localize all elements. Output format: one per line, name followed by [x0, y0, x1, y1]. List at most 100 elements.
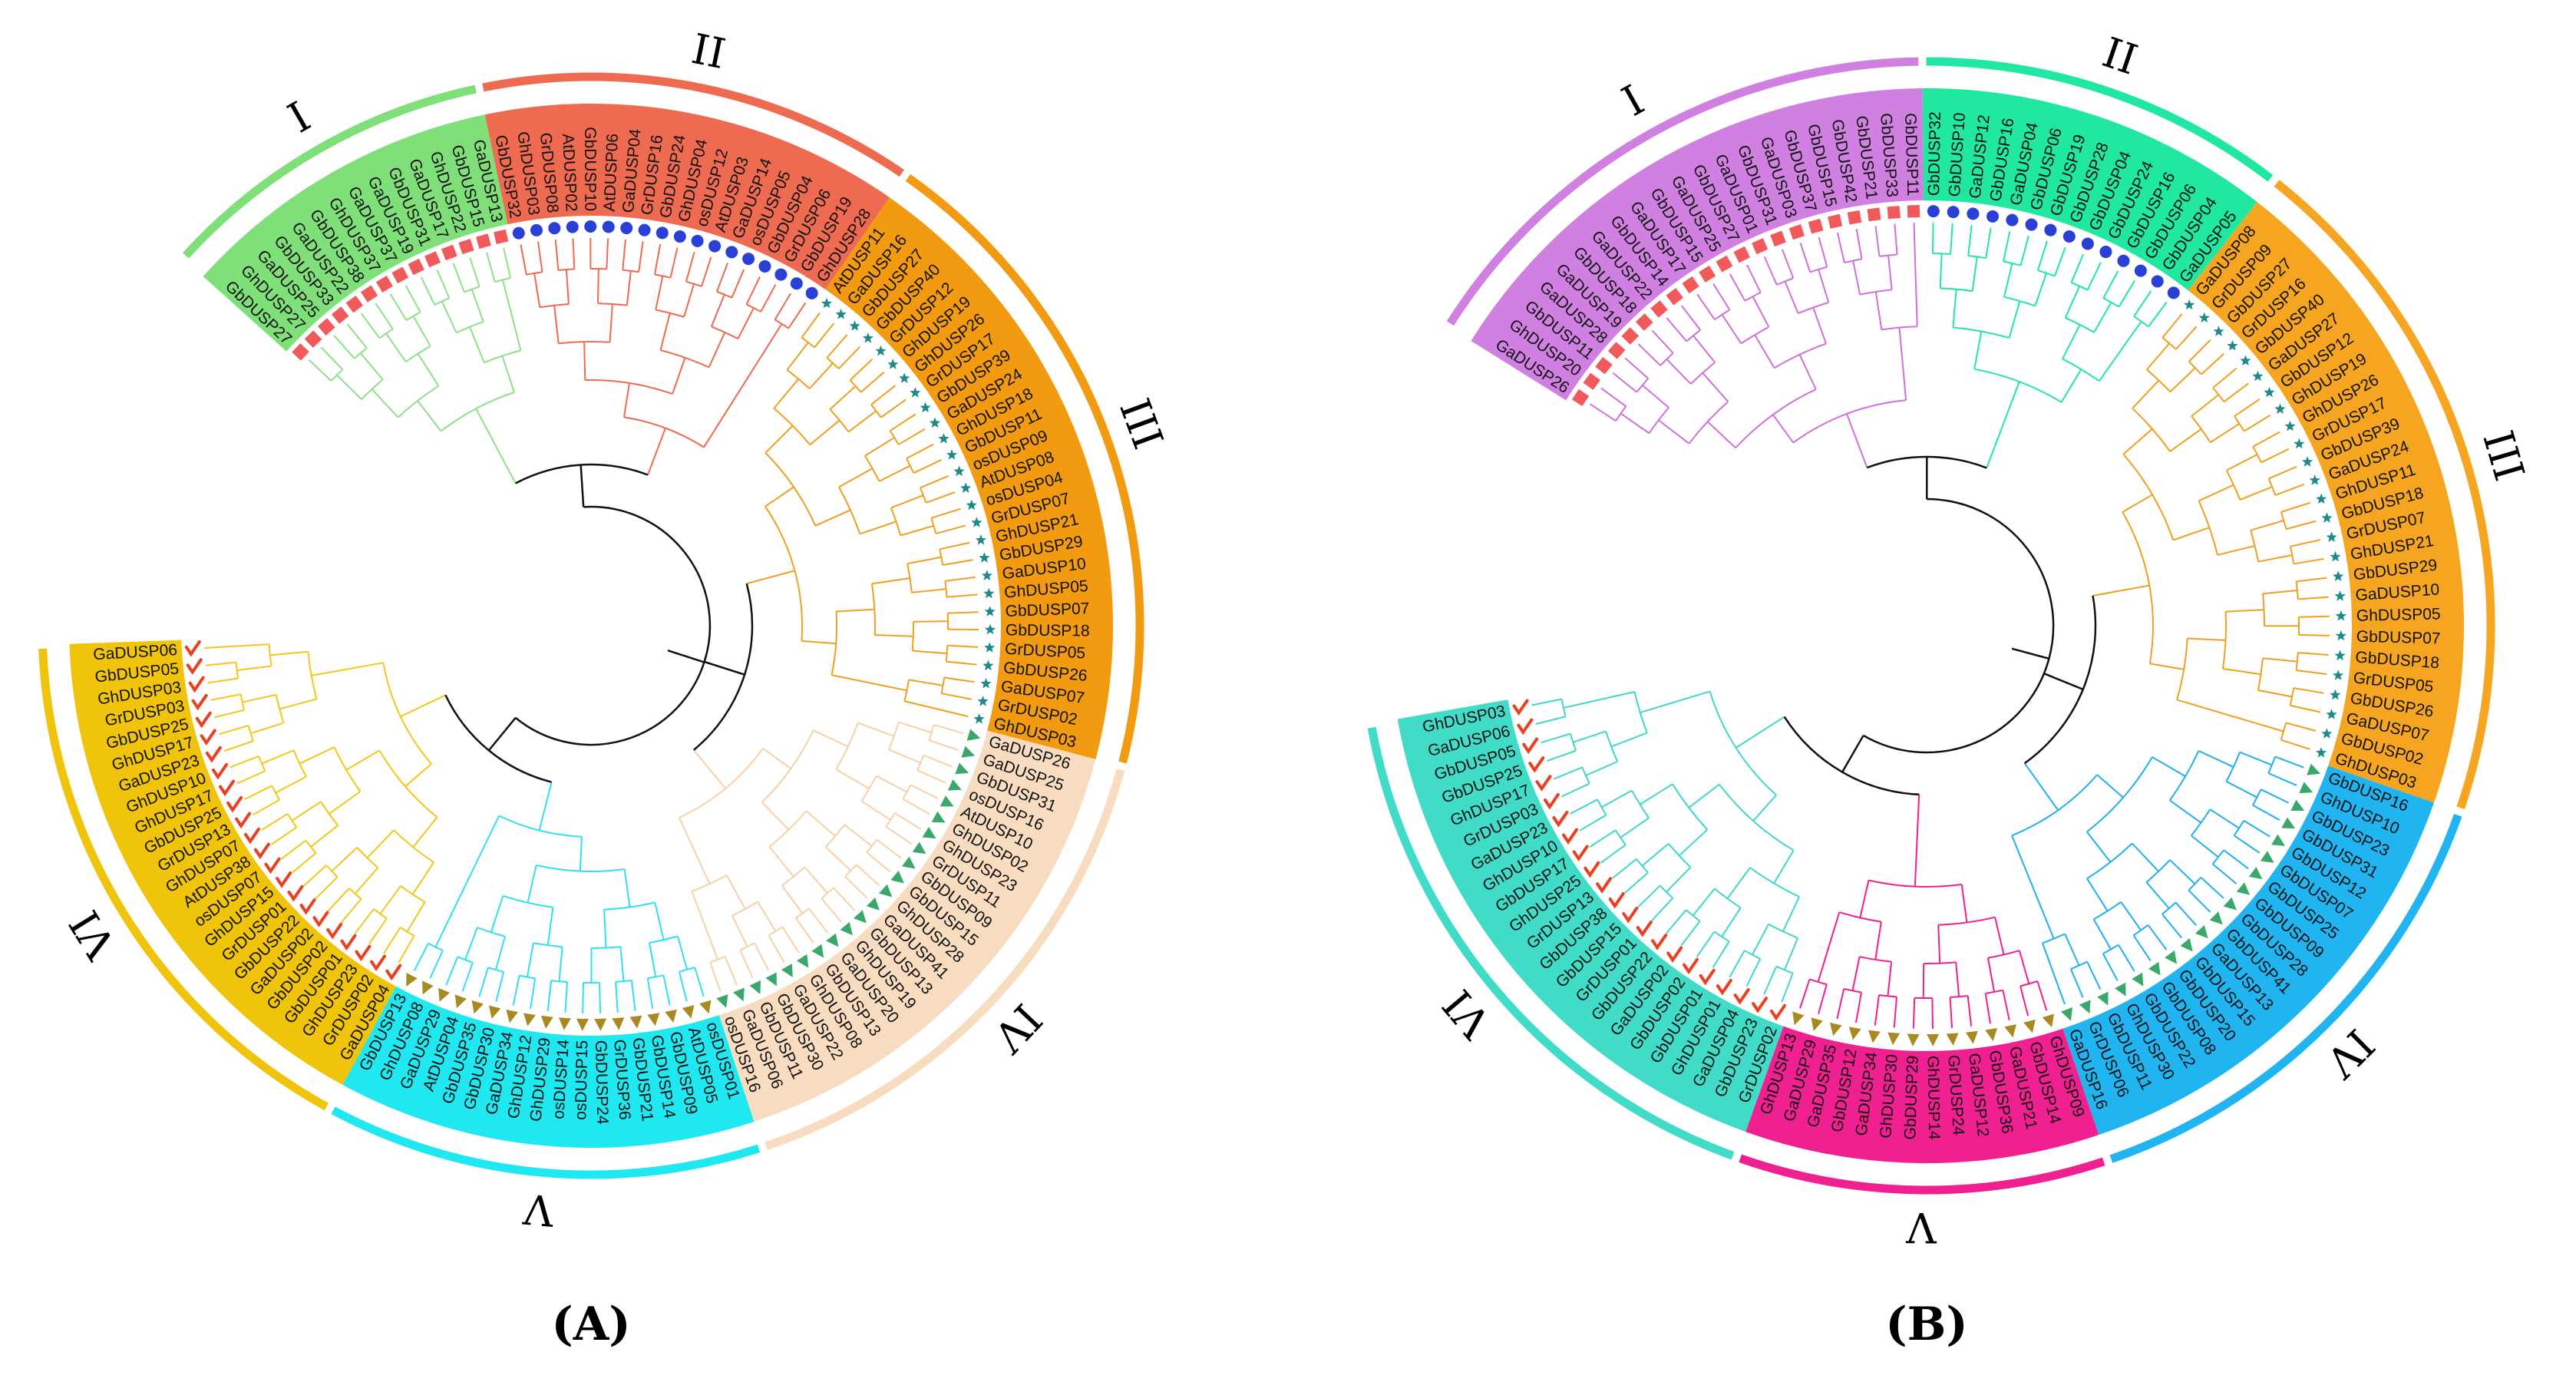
- leaf-marker-star: [938, 433, 949, 444]
- tree-branch: [1763, 966, 1778, 995]
- panel-a-label: (A): [551, 1298, 630, 1351]
- tree-branch: [903, 679, 910, 702]
- leaf-marker-triangle: [1792, 1011, 1805, 1026]
- leaf-marker-check: [184, 640, 201, 657]
- leaf-marker-triangle: [1811, 1017, 1823, 1031]
- tree-branch: [1721, 314, 1742, 344]
- clade-stem: [2023, 762, 2059, 811]
- leaf-marker-star: [2316, 493, 2327, 504]
- clade-V-label-band: [1745, 1026, 2099, 1163]
- tree-branch: [1692, 888, 1716, 917]
- leaf-marker-star: [2252, 370, 2264, 382]
- tree-branch: [768, 846, 794, 878]
- leaf-marker-triangle: [961, 746, 976, 758]
- tree-branch: [2212, 367, 2237, 388]
- tree-branch: [703, 323, 783, 448]
- tree-branch: [935, 524, 966, 534]
- leaf-marker-star: [821, 297, 833, 309]
- tree-branch: [1773, 849, 1795, 884]
- tree-branch: [2152, 756, 2186, 777]
- tree-branch: [2257, 689, 2293, 698]
- tree-branch: [1818, 984, 1828, 1014]
- leaf-marker-circle: [566, 220, 579, 233]
- tree-branch: [659, 312, 671, 351]
- tree-branch: [420, 276, 436, 306]
- tree-branch: [2071, 282, 2089, 291]
- tree-branch: [258, 755, 266, 772]
- tree-branch: [2036, 980, 2048, 1011]
- clade-II-numeral: II: [2097, 28, 2144, 84]
- tree-branch: [2132, 934, 2152, 961]
- tree-branch: [2102, 953, 2119, 981]
- tree-branch: [1939, 253, 1943, 289]
- tree-branch: [537, 241, 543, 273]
- tree-branch: [904, 700, 969, 718]
- tree-branch: [2297, 596, 2329, 600]
- tree-branch: [725, 874, 746, 910]
- leaf-marker-square: [1847, 210, 1862, 225]
- tree-branch: [2133, 290, 2152, 317]
- leaf-marker-circle: [2025, 218, 2038, 231]
- tree-branch: [2262, 657, 2297, 663]
- tree-branch: [503, 247, 512, 279]
- leaf-marker-circle: [725, 246, 738, 259]
- tree-branch: [2267, 772, 2297, 786]
- leaf-marker-check: [186, 658, 203, 675]
- tree-branch: [564, 981, 569, 1013]
- tree-branch: [835, 769, 870, 790]
- tree-branch: [310, 825, 339, 848]
- leaf-marker-star: [983, 587, 995, 599]
- tree-branch: [2070, 253, 2084, 283]
- tree-branch: [2187, 637, 2226, 641]
- tree-branch: [2223, 849, 2249, 870]
- tree-branch: [1973, 331, 1983, 369]
- tree-branch: [2070, 960, 2088, 970]
- tree-branch: [907, 564, 913, 593]
- panel-a-tree: IIIIIIIVVVIGbDUSP27GhDUSP27GaDUSP25GbDUS…: [38, 25, 1172, 1235]
- leaf-marker-triangle: [471, 1000, 484, 1014]
- tree-branch: [1754, 334, 1775, 369]
- tree-branch: [1620, 817, 1650, 838]
- tree-branch: [2209, 808, 2240, 829]
- tree-branch: [866, 851, 891, 873]
- tree-branch: [2093, 302, 2112, 333]
- tree-branch: [1971, 256, 1978, 292]
- clade-IV-ring-arc: [765, 769, 1125, 1150]
- tree-branch: [805, 810, 836, 837]
- tree-branch: [1752, 794, 1777, 822]
- tree-branch: [2285, 722, 2317, 732]
- tree-branch: [2145, 859, 2171, 883]
- tree-branch: [849, 358, 874, 381]
- tree-branch: [373, 908, 388, 920]
- tree-branch: [366, 829, 395, 858]
- tree-branch: [1637, 343, 1661, 366]
- tree-branch: [2198, 750, 2234, 768]
- tree-branch: [1985, 989, 2003, 994]
- tree-branch: [292, 852, 317, 874]
- leaf-marker-check: [1608, 892, 1625, 909]
- tree-branch: [931, 508, 961, 519]
- tree-branch: [1818, 269, 1830, 303]
- leaf-marker-square: [1788, 224, 1805, 240]
- clade-I-ring-arc: [182, 84, 477, 259]
- backbone-branch: [1841, 735, 1864, 773]
- tree-branch: [1636, 858, 1649, 874]
- tree-branch: [2298, 633, 2330, 636]
- tree-branch: [1967, 225, 1973, 256]
- tree-branch: [1859, 880, 1870, 918]
- tree-branch: [452, 263, 465, 293]
- leaf-marker-square: [1699, 265, 1716, 283]
- leaf-marker-square: [1867, 207, 1881, 222]
- tree-branch: [553, 305, 560, 344]
- tree-branch: [1879, 253, 1897, 257]
- tree-branch: [307, 651, 318, 699]
- clade-V-ring-arc: [1739, 1154, 2105, 1195]
- tree-branch: [2086, 878, 2109, 912]
- leaf-marker-triangle: [647, 1013, 660, 1027]
- leaf-marker-circle: [2006, 213, 2019, 226]
- tree-branch: [701, 256, 712, 287]
- clade-stem: [647, 428, 666, 475]
- tree-branch: [1967, 995, 1973, 1027]
- tree-branch: [596, 269, 599, 304]
- tree-branch: [2252, 431, 2280, 448]
